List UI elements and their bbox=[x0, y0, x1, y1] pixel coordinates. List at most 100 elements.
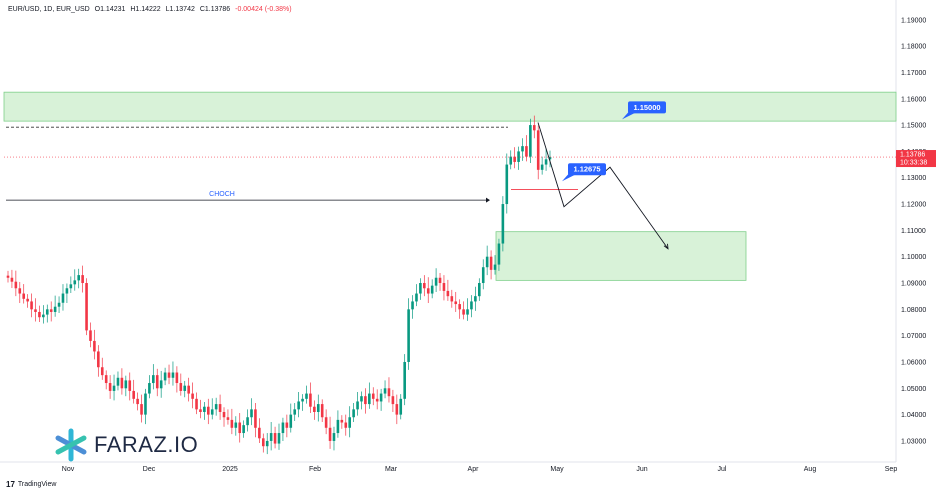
x-tick-label: Sep bbox=[885, 466, 898, 473]
candle-body bbox=[478, 283, 481, 297]
candle-body bbox=[10, 277, 14, 282]
faraz-logo: FARAZ.IO bbox=[54, 428, 198, 462]
candle-body bbox=[536, 130, 540, 170]
candle-body bbox=[309, 393, 312, 407]
candle-body bbox=[199, 409, 202, 412]
candle-body bbox=[218, 404, 222, 412]
candle-body bbox=[352, 409, 355, 418]
candle-body bbox=[73, 280, 77, 285]
candle-body bbox=[112, 385, 116, 391]
candle-body bbox=[49, 309, 53, 312]
candle-body bbox=[108, 383, 112, 391]
candle-body bbox=[407, 309, 410, 362]
candle-body bbox=[179, 383, 183, 391]
x-tick-label: Jun bbox=[636, 466, 647, 473]
candle-body bbox=[305, 393, 308, 399]
level-label-mid-text: 1.12675 bbox=[573, 165, 600, 174]
candle-body bbox=[466, 309, 469, 315]
candle-body bbox=[42, 314, 45, 318]
candle-body bbox=[371, 393, 375, 399]
candle-body bbox=[175, 372, 179, 384]
candle-body bbox=[403, 361, 406, 399]
candle-body bbox=[132, 390, 135, 399]
candle-body bbox=[313, 406, 316, 412]
x-tick-label: May bbox=[550, 466, 564, 473]
candle-body bbox=[430, 285, 434, 294]
candle-body bbox=[34, 309, 37, 312]
candle-body bbox=[214, 404, 218, 410]
candle-body bbox=[340, 419, 344, 423]
choch-arrowhead bbox=[486, 197, 490, 203]
candle-body bbox=[387, 388, 391, 397]
tradingview-brand[interactable]: 17 TradingView bbox=[6, 480, 56, 489]
candle-body bbox=[277, 433, 281, 444]
candle-body bbox=[265, 440, 269, 447]
level-label-mid-bg bbox=[568, 163, 606, 176]
candle-body bbox=[360, 396, 363, 402]
candle-body bbox=[509, 156, 513, 165]
candle-body bbox=[368, 393, 371, 405]
y-tick-label: 1.09000 bbox=[901, 281, 926, 288]
candle-body bbox=[30, 301, 33, 310]
y-tick-label: 1.04000 bbox=[901, 412, 926, 419]
candle-body bbox=[383, 388, 387, 394]
symbol-header: EUR/USD, 1D, EUR_USD O1.14231 H1.14222 L… bbox=[8, 6, 295, 13]
symbol-label[interactable]: EUR/USD, 1D, EUR_USD bbox=[8, 6, 90, 13]
candle-body bbox=[258, 427, 261, 439]
choch-label: CHOCH bbox=[209, 191, 235, 198]
candle-body bbox=[356, 401, 359, 410]
x-tick-label: Feb bbox=[309, 466, 321, 473]
candle-body bbox=[301, 398, 304, 402]
candle-body bbox=[285, 422, 289, 428]
candle-body bbox=[415, 293, 418, 302]
level-label-high-tail bbox=[622, 110, 636, 120]
y-tick-label: 1.03000 bbox=[901, 438, 926, 445]
candle-body bbox=[38, 311, 41, 318]
candle-body bbox=[26, 298, 29, 302]
candle-body bbox=[234, 422, 238, 428]
candle-body bbox=[97, 351, 100, 368]
candle-body bbox=[454, 301, 458, 305]
candle-body bbox=[474, 296, 477, 302]
candle-body bbox=[379, 393, 383, 402]
change-value: -0.00424 (-0.38%) bbox=[235, 6, 292, 13]
candle-body bbox=[548, 156, 552, 160]
candle-body bbox=[364, 396, 367, 405]
candle-body bbox=[261, 438, 265, 447]
candle-body bbox=[120, 377, 124, 389]
candle-body bbox=[419, 283, 422, 294]
y-tick-label: 1.10000 bbox=[901, 254, 926, 261]
level-label-mid[interactable]: 1.12675 bbox=[562, 163, 606, 182]
level-label-high-text: 1.15000 bbox=[633, 103, 660, 112]
x-tick-label: Aug bbox=[804, 466, 817, 473]
candle-body bbox=[320, 404, 324, 418]
candle-body bbox=[517, 151, 520, 162]
candle-body bbox=[203, 406, 206, 412]
candle-body bbox=[207, 406, 210, 415]
tradingview-label: TradingView bbox=[17, 481, 57, 488]
y-tick-label: 1.08000 bbox=[901, 307, 926, 314]
candle-body bbox=[395, 404, 399, 415]
candle-body bbox=[273, 433, 277, 444]
candle-body bbox=[116, 377, 120, 386]
candle-body bbox=[336, 419, 340, 434]
candle-body bbox=[462, 309, 465, 315]
x-tick-label: 2025 bbox=[222, 466, 238, 473]
price-tag-bg bbox=[896, 150, 936, 168]
candle-body bbox=[450, 296, 454, 302]
candle-body bbox=[152, 375, 155, 384]
low-value: L1.13742 bbox=[165, 6, 195, 13]
candle-body bbox=[187, 385, 190, 394]
candle-body bbox=[481, 267, 485, 284]
candle-body bbox=[391, 396, 395, 405]
candle-body bbox=[57, 302, 61, 307]
candle-body bbox=[540, 164, 544, 170]
candle-body bbox=[446, 290, 450, 297]
candle-body bbox=[505, 164, 509, 205]
candle-body bbox=[144, 393, 147, 415]
candle-body bbox=[489, 256, 493, 270]
candle-body bbox=[22, 293, 26, 299]
level-label-high[interactable]: 1.15000 bbox=[622, 101, 666, 120]
candle-body bbox=[45, 309, 49, 315]
